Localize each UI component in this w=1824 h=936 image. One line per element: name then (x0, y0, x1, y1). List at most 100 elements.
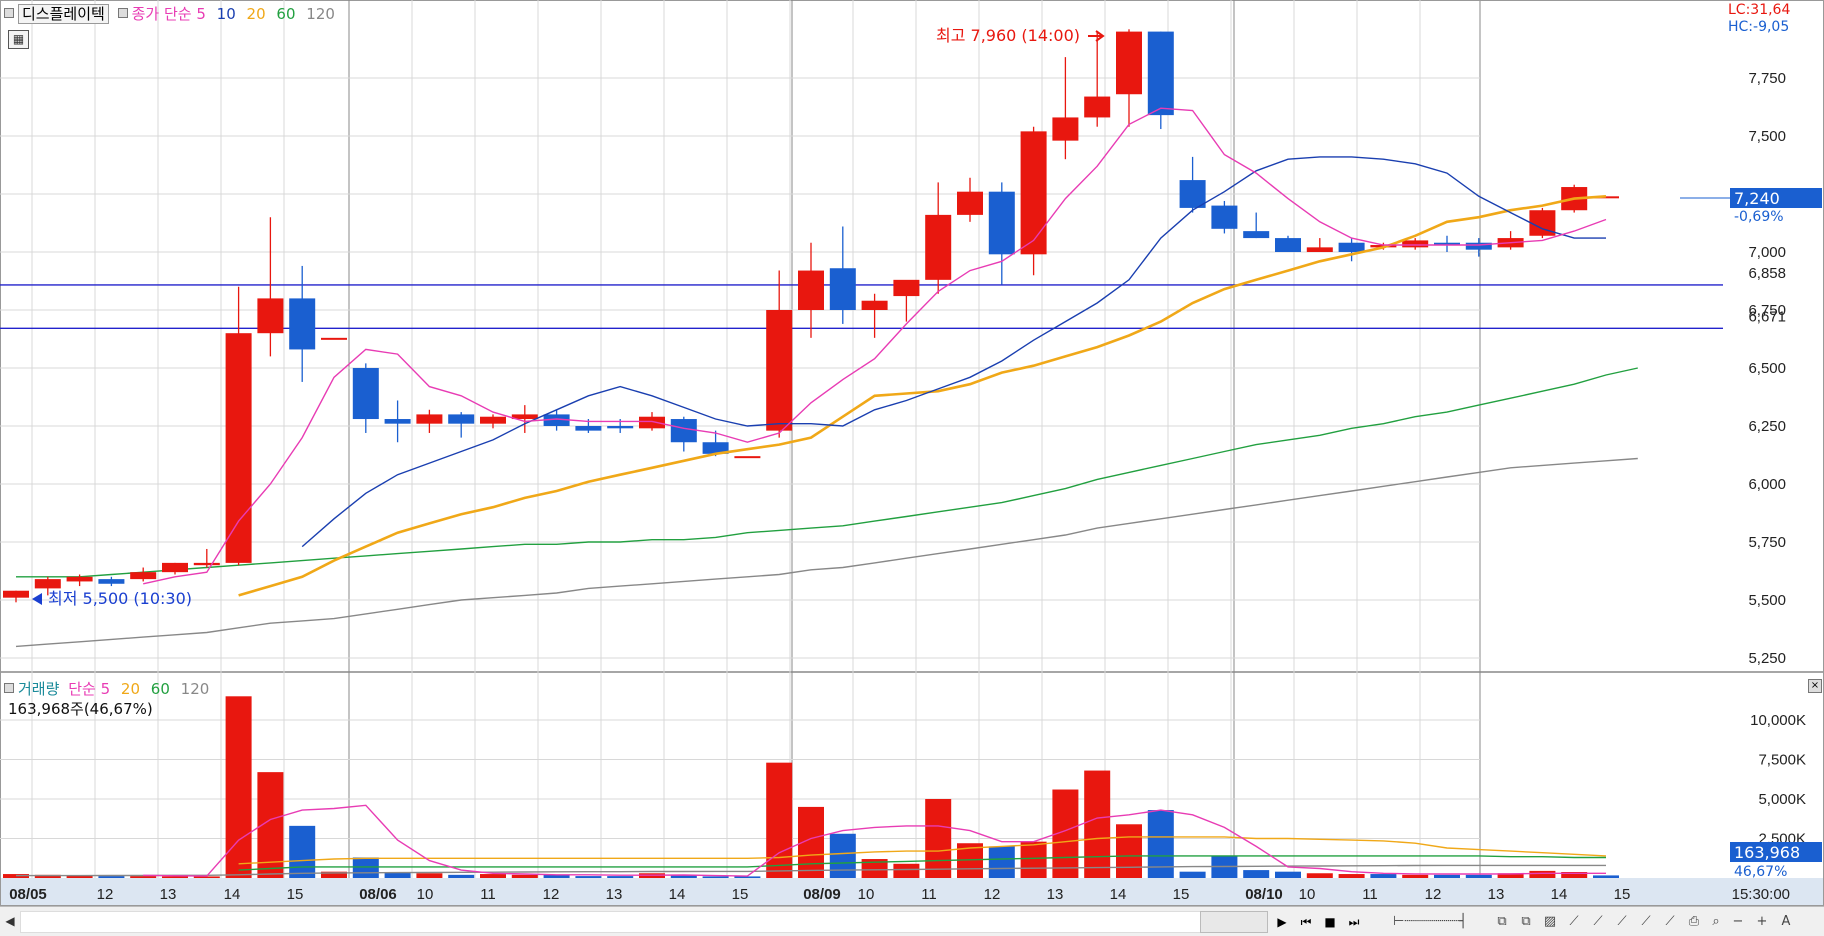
price-tick-label: 5,750 (1748, 534, 1786, 551)
candle-body (34, 579, 61, 589)
candle-body (98, 579, 125, 584)
high-arrow-icon (1088, 30, 1105, 42)
play-icon[interactable]: ▶ (1277, 915, 1287, 929)
rewind-icon[interactable]: ⏮ (1300, 915, 1312, 929)
layout-icon-2[interactable]: ⧉ (1521, 914, 1531, 929)
vol-ma5-label: 5 (100, 680, 111, 698)
candle-body (543, 414, 570, 426)
trend-icon-1[interactable]: ⟋ (1569, 914, 1579, 929)
ma120-line (15, 457, 1638, 648)
zoom-in-icon[interactable]: + (1756, 914, 1768, 929)
magnifier-icon[interactable]: ⌕ (1712, 914, 1720, 929)
volume-bar (1084, 770, 1111, 878)
zoom-slider-icon[interactable]: ⊢┈┈┈┈┈┈┈┤ (1393, 914, 1467, 929)
candle-body (257, 298, 284, 334)
price-tick-label: 7,500 (1748, 128, 1786, 145)
ma-label: 종가 단순 (131, 5, 192, 23)
candle-body (1147, 31, 1174, 116)
candle-body (193, 562, 220, 566)
x-tick-label: 14 (1110, 886, 1127, 903)
current-volume-box (1730, 842, 1822, 862)
volume-bar (1306, 873, 1333, 878)
x-tick-label: 14 (1551, 886, 1568, 903)
vol-ma20-line (238, 836, 1607, 865)
candle-body (1338, 242, 1365, 252)
stop-icon[interactable]: ■ (1324, 915, 1336, 929)
high-annotation: 최고 7,960 (14:00) (936, 26, 1080, 45)
hc-label: HC:-9,05 (1728, 19, 1790, 35)
current-change-label: -0,69% (1734, 209, 1784, 225)
trend-icon-3[interactable]: ⟋ (1617, 914, 1627, 929)
candle-body (3, 590, 29, 598)
candle-body (893, 279, 920, 297)
candle-body (448, 414, 475, 424)
x-tick-label: 15 (732, 886, 749, 903)
price-tick-label: 6,000 (1748, 476, 1786, 493)
volume-bar (66, 875, 93, 878)
volume-bar (162, 876, 188, 878)
trend-icon-5[interactable]: ⟋ (1665, 914, 1675, 929)
volume-bar (575, 876, 602, 878)
x-tick-label: 08/09 (803, 886, 841, 903)
vol-ma60-label: 60 (150, 680, 170, 698)
ma10-label: 10 (216, 5, 236, 23)
candle-body (575, 426, 602, 431)
candle-body (702, 442, 729, 454)
x-tick-label: 10 (417, 886, 434, 903)
fast-forward-icon[interactable]: ⏭ (1348, 915, 1360, 929)
scroll-left-arrow-icon[interactable]: ◀ (5, 914, 15, 928)
volume-bar (1147, 810, 1174, 878)
candle-body (511, 414, 538, 420)
trend-icon-4[interactable]: ⟋ (1641, 914, 1651, 929)
x-tick-label: 13 (1488, 886, 1505, 903)
x-tick-label: 12 (984, 886, 1001, 903)
candle-body (957, 191, 983, 215)
candle-body (416, 414, 443, 424)
time-label: 15:30:00 (1732, 886, 1790, 903)
candle-body (384, 419, 411, 424)
x-tick-label: 10 (1299, 886, 1316, 903)
layout-icon-1[interactable]: ⧉ (1497, 914, 1507, 929)
ma-legend-icon[interactable] (117, 8, 128, 18)
vol-ma120-label: 120 (180, 680, 210, 698)
volume-bar (1370, 874, 1397, 878)
zoom-out-icon[interactable]: − (1732, 914, 1744, 929)
hline-label: 6,858 (1748, 265, 1786, 282)
vol-ma5-line (143, 804, 1606, 877)
font-size-icon[interactable]: A (1781, 914, 1791, 929)
time-scrollbar[interactable]: ◀ ▶ ⏮ ■ ⏭ ⊢┈┈┈┈┈┈┈┤ ⧉ ⧉ ▨ ⟋ ⟋ ⟋ ⟋ ⟋ ⎙ ⌕ … (0, 906, 1824, 936)
x-tick-label: 08/05 (9, 886, 47, 903)
volume-legend-icon[interactable] (4, 683, 14, 693)
candle-body (1275, 238, 1301, 252)
volume-bar (480, 874, 506, 878)
grid-table-icon[interactable]: ▦ (8, 30, 29, 49)
volume-bar (702, 876, 729, 878)
x-tick-label: 15 (287, 886, 304, 903)
x-tick-label: 14 (224, 886, 241, 903)
legend-icon[interactable] (4, 8, 14, 18)
candle-body (66, 576, 93, 582)
current-price-label: 7,240 (1734, 189, 1780, 208)
pattern-icon[interactable]: ▨ (1543, 914, 1557, 929)
candle-body (1179, 180, 1206, 208)
candle-body (1402, 240, 1429, 248)
x-tick-label: 14 (669, 886, 686, 903)
volume-bar (1529, 870, 1556, 878)
volume-bar (1020, 841, 1047, 878)
volume-legend: 거래량 단순 5 20 60 120 (4, 678, 209, 699)
stock-name[interactable]: 디스플레이텍 (18, 4, 109, 24)
volume-bar (607, 876, 634, 878)
trend-icon-2[interactable]: ⟋ (1593, 914, 1603, 929)
volume-bar (829, 833, 856, 878)
volume-close-icon[interactable]: × (1808, 679, 1822, 693)
scroll-track[interactable] (20, 911, 1202, 933)
candle-body (861, 300, 888, 310)
print-icon[interactable]: ⎙ (1688, 914, 1700, 929)
candle-body (988, 191, 1015, 255)
scroll-thumb[interactable] (1200, 911, 1268, 933)
candle-body (1243, 231, 1270, 239)
x-tick-label: 13 (606, 886, 623, 903)
candle-body (925, 214, 952, 280)
volume-bar (1593, 875, 1619, 878)
candle-body (1211, 205, 1238, 229)
